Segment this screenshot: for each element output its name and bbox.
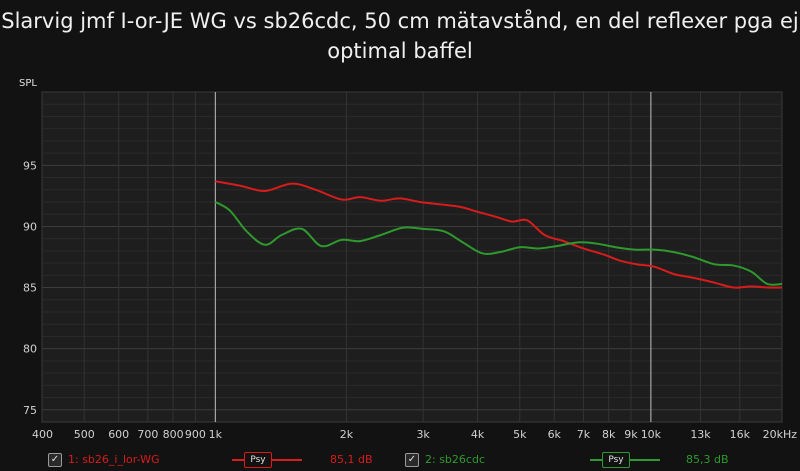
legend-item-1[interactable]: ✓ 1: sb26_i_lor-WG Psy 85,1 dB bbox=[0, 450, 400, 470]
x-tick-label: 6k bbox=[548, 428, 562, 441]
x-tick-label: 3k bbox=[416, 428, 430, 441]
x-tick-label: 5k bbox=[513, 428, 527, 441]
plot-area bbox=[42, 92, 782, 422]
x-tick-label: 9k bbox=[624, 428, 638, 441]
series-2-value: 85,3 dB bbox=[686, 453, 729, 466]
series-1-value: 85,1 dB bbox=[330, 453, 373, 466]
x-tick-label: 7k bbox=[577, 428, 591, 441]
spl-chart: 75 80 85 90 95 400 500 600 700 800 900 1k 2k 3k 4k 5k 6… bbox=[19, 78, 797, 441]
x-tick-label: 500 bbox=[74, 428, 95, 441]
y-tick-labels: 75 80 85 90 95 bbox=[23, 159, 37, 416]
y-tick-label: 75 bbox=[23, 404, 37, 417]
series-2-label: 2: sb26cdc bbox=[425, 453, 485, 466]
x-tick-label: 10k bbox=[641, 428, 662, 441]
y-axis-label: SPL bbox=[19, 78, 37, 89]
y-tick-label: 80 bbox=[23, 343, 37, 356]
x-tick-label: 13k bbox=[690, 428, 711, 441]
series-2-psy-badge[interactable]: Psy bbox=[602, 452, 630, 468]
y-tick-label: 90 bbox=[23, 220, 37, 233]
series-line-1 bbox=[215, 180, 783, 289]
x-tick-label: 16k bbox=[730, 428, 751, 441]
legend-item-2[interactable]: ✓ 2: sb26cdc Psy 85,3 dB bbox=[0, 450, 800, 470]
x-tick-label: 900 bbox=[185, 428, 206, 441]
series-1-checkbox[interactable]: ✓ bbox=[48, 453, 62, 467]
x-tick-label: 800 bbox=[163, 428, 184, 441]
y-tick-label: 85 bbox=[23, 282, 37, 295]
y-tick-label: 95 bbox=[23, 159, 37, 172]
x-tick-label: 1k bbox=[209, 428, 223, 441]
x-tick-label: 20kHz bbox=[763, 428, 798, 441]
series-2-checkbox[interactable]: ✓ bbox=[405, 453, 419, 467]
plot-frame bbox=[41, 91, 783, 423]
x-tick-labels: 400 500 600 700 800 900 1k 2k 3k 4k 5k 6k 7k 8k 9k 10k 1… bbox=[32, 428, 797, 441]
x-tick-label: 400 bbox=[32, 428, 53, 441]
series-line-2 bbox=[214, 201, 783, 286]
x-tick-label: 4k bbox=[471, 428, 485, 441]
series-group bbox=[214, 180, 783, 289]
reference-lines bbox=[214, 92, 652, 422]
x-tick-label: 700 bbox=[137, 428, 158, 441]
x-tick-label: 600 bbox=[108, 428, 129, 441]
x-tick-label: 2k bbox=[340, 428, 354, 441]
series-1-label: 1: sb26_i_lor-WG bbox=[68, 453, 160, 466]
x-tick-label: 8k bbox=[602, 428, 616, 441]
series-1-psy-badge[interactable]: Psy bbox=[244, 452, 272, 468]
chart-title: Slarvig jmf I-or-JE WG vs sb26cdc, 50 cm… bbox=[1, 9, 799, 63]
